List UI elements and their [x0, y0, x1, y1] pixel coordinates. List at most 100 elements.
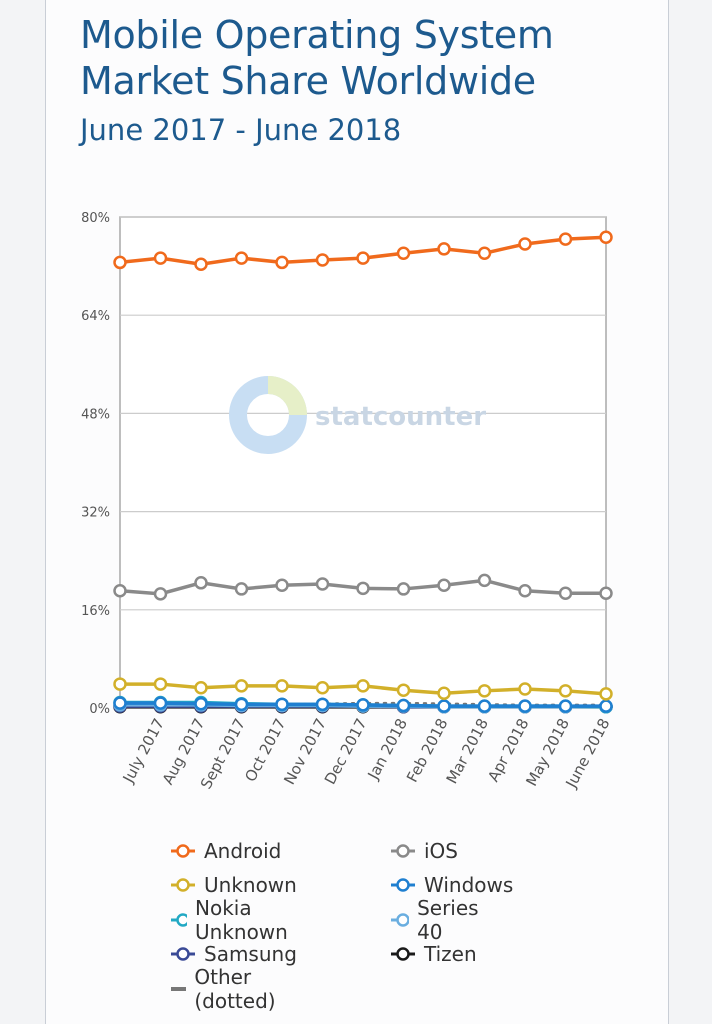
legend-item[interactable]: Other (dotted) — [170, 965, 285, 1013]
chart-title: Mobile Operating System Market Share Worl… — [80, 12, 554, 104]
data-point-unknown[interactable] — [518, 682, 532, 696]
data-point-unknown[interactable] — [437, 686, 451, 701]
data-point-unknown[interactable] — [396, 683, 411, 697]
y-tick-label: 64% — [81, 309, 110, 324]
grid: 0% 16% 32% 48% 64% 80% — [81, 211, 607, 717]
legend-marker-icon — [171, 878, 195, 892]
data-point-android[interactable] — [356, 251, 370, 265]
legend-label: Nokia Unknown — [195, 896, 288, 944]
data-point-android[interactable] — [194, 257, 208, 272]
data-point-android[interactable] — [113, 255, 127, 270]
data-point-ios[interactable] — [518, 584, 532, 598]
legend-item[interactable]: Nokia Unknown — [170, 896, 297, 944]
data-point-windows[interactable] — [113, 696, 127, 710]
watermark-text: statcounter — [315, 402, 486, 432]
legend-marker-icon — [171, 913, 187, 927]
plot-area — [119, 216, 607, 709]
data-point-windows[interactable] — [194, 696, 208, 711]
y-tick-label: 48% — [81, 407, 110, 422]
data-point-windows[interactable] — [558, 699, 573, 713]
data-point-unknown[interactable] — [599, 687, 613, 701]
data-point-android[interactable] — [558, 232, 573, 246]
legend-item[interactable]: Samsung — [170, 939, 297, 969]
x-tick-label: Jan 2018 — [364, 715, 411, 783]
data-point-windows[interactable] — [275, 697, 289, 712]
data-point-ios[interactable] — [153, 587, 168, 601]
legend-item[interactable]: Unknown — [170, 870, 297, 900]
data-point-windows[interactable] — [396, 698, 411, 713]
legend-item[interactable]: Windows — [390, 870, 513, 900]
series-ios — [113, 573, 613, 601]
data-point-ios[interactable] — [396, 582, 411, 596]
legend-item[interactable]: Tizen — [390, 939, 477, 969]
legend-label: iOS — [424, 839, 458, 863]
y-tick-label: 16% — [81, 604, 110, 619]
data-point-android[interactable] — [396, 246, 411, 260]
legend-marker-icon — [171, 844, 195, 858]
data-point-android[interactable] — [599, 230, 613, 245]
title-line-1: Mobile Operating System — [80, 13, 554, 57]
data-point-android[interactable] — [153, 251, 168, 265]
data-point-unknown[interactable] — [153, 677, 168, 691]
data-point-android[interactable] — [234, 251, 249, 265]
y-tick-label: 80% — [81, 211, 110, 226]
legend-line-icon — [171, 987, 187, 991]
legend-item[interactable]: Android — [170, 836, 281, 866]
legend-label: Samsung — [204, 942, 297, 966]
data-point-unknown[interactable] — [194, 680, 208, 695]
legend-label: Tizen — [424, 942, 477, 966]
data-point-ios[interactable] — [356, 581, 370, 596]
data-point-windows[interactable] — [356, 698, 370, 712]
data-point-unknown[interactable] — [234, 679, 249, 693]
data-point-ios[interactable] — [599, 586, 613, 600]
chart-subtitle: June 2017 - June 2018 — [80, 113, 402, 147]
data-point-unknown[interactable] — [275, 679, 289, 693]
legend-marker-icon — [391, 878, 415, 892]
data-point-windows[interactable] — [315, 697, 330, 712]
data-point-unknown[interactable] — [113, 677, 127, 691]
watermark-logo-accent — [267, 376, 307, 416]
data-point-unknown[interactable] — [356, 679, 370, 693]
legend-label: Android — [204, 839, 282, 863]
legend-marker-icon — [171, 947, 195, 961]
data-point-windows[interactable] — [477, 699, 492, 713]
data-point-ios[interactable] — [234, 582, 249, 596]
data-point-android[interactable] — [275, 255, 289, 270]
data-point-ios[interactable] — [113, 584, 127, 598]
legend-label: Windows — [424, 873, 514, 897]
data-point-windows[interactable] — [518, 699, 532, 713]
data-point-windows[interactable] — [599, 699, 613, 713]
data-point-unknown[interactable] — [315, 680, 330, 695]
data-point-ios[interactable] — [194, 576, 208, 590]
data-point-unknown[interactable] — [558, 684, 573, 698]
data-point-ios[interactable] — [275, 578, 289, 592]
data-point-ios[interactable] — [558, 586, 573, 600]
data-point-android[interactable] — [518, 237, 532, 251]
data-point-android[interactable] — [315, 253, 330, 267]
series-windows — [113, 696, 613, 713]
legend-marker-icon — [391, 913, 410, 927]
series-android — [113, 230, 613, 272]
data-point-ios[interactable] — [477, 573, 492, 588]
data-point-android[interactable] — [437, 242, 451, 256]
legend-label: Unknown — [204, 873, 297, 897]
data-point-windows[interactable] — [153, 696, 168, 710]
statcounter-watermark: statcounter — [229, 376, 486, 454]
legend-label: Other (dotted) — [194, 965, 276, 1013]
y-tick-label: 0% — [89, 702, 110, 717]
data-point-windows[interactable] — [437, 699, 451, 713]
data-point-ios[interactable] — [315, 577, 330, 591]
data-point-unknown[interactable] — [477, 684, 492, 698]
legend-item[interactable]: Series 40 — [390, 896, 486, 944]
data-point-android[interactable] — [477, 246, 492, 260]
legend-item[interactable]: iOS — [390, 836, 458, 866]
y-tick-label: 32% — [81, 506, 110, 521]
series-group — [113, 230, 613, 714]
data-point-ios[interactable] — [437, 578, 451, 592]
data-point-windows[interactable] — [234, 697, 249, 712]
series-unknown — [113, 677, 613, 701]
legend-label: Series 40 — [417, 896, 479, 944]
legend-marker-icon — [391, 947, 415, 961]
